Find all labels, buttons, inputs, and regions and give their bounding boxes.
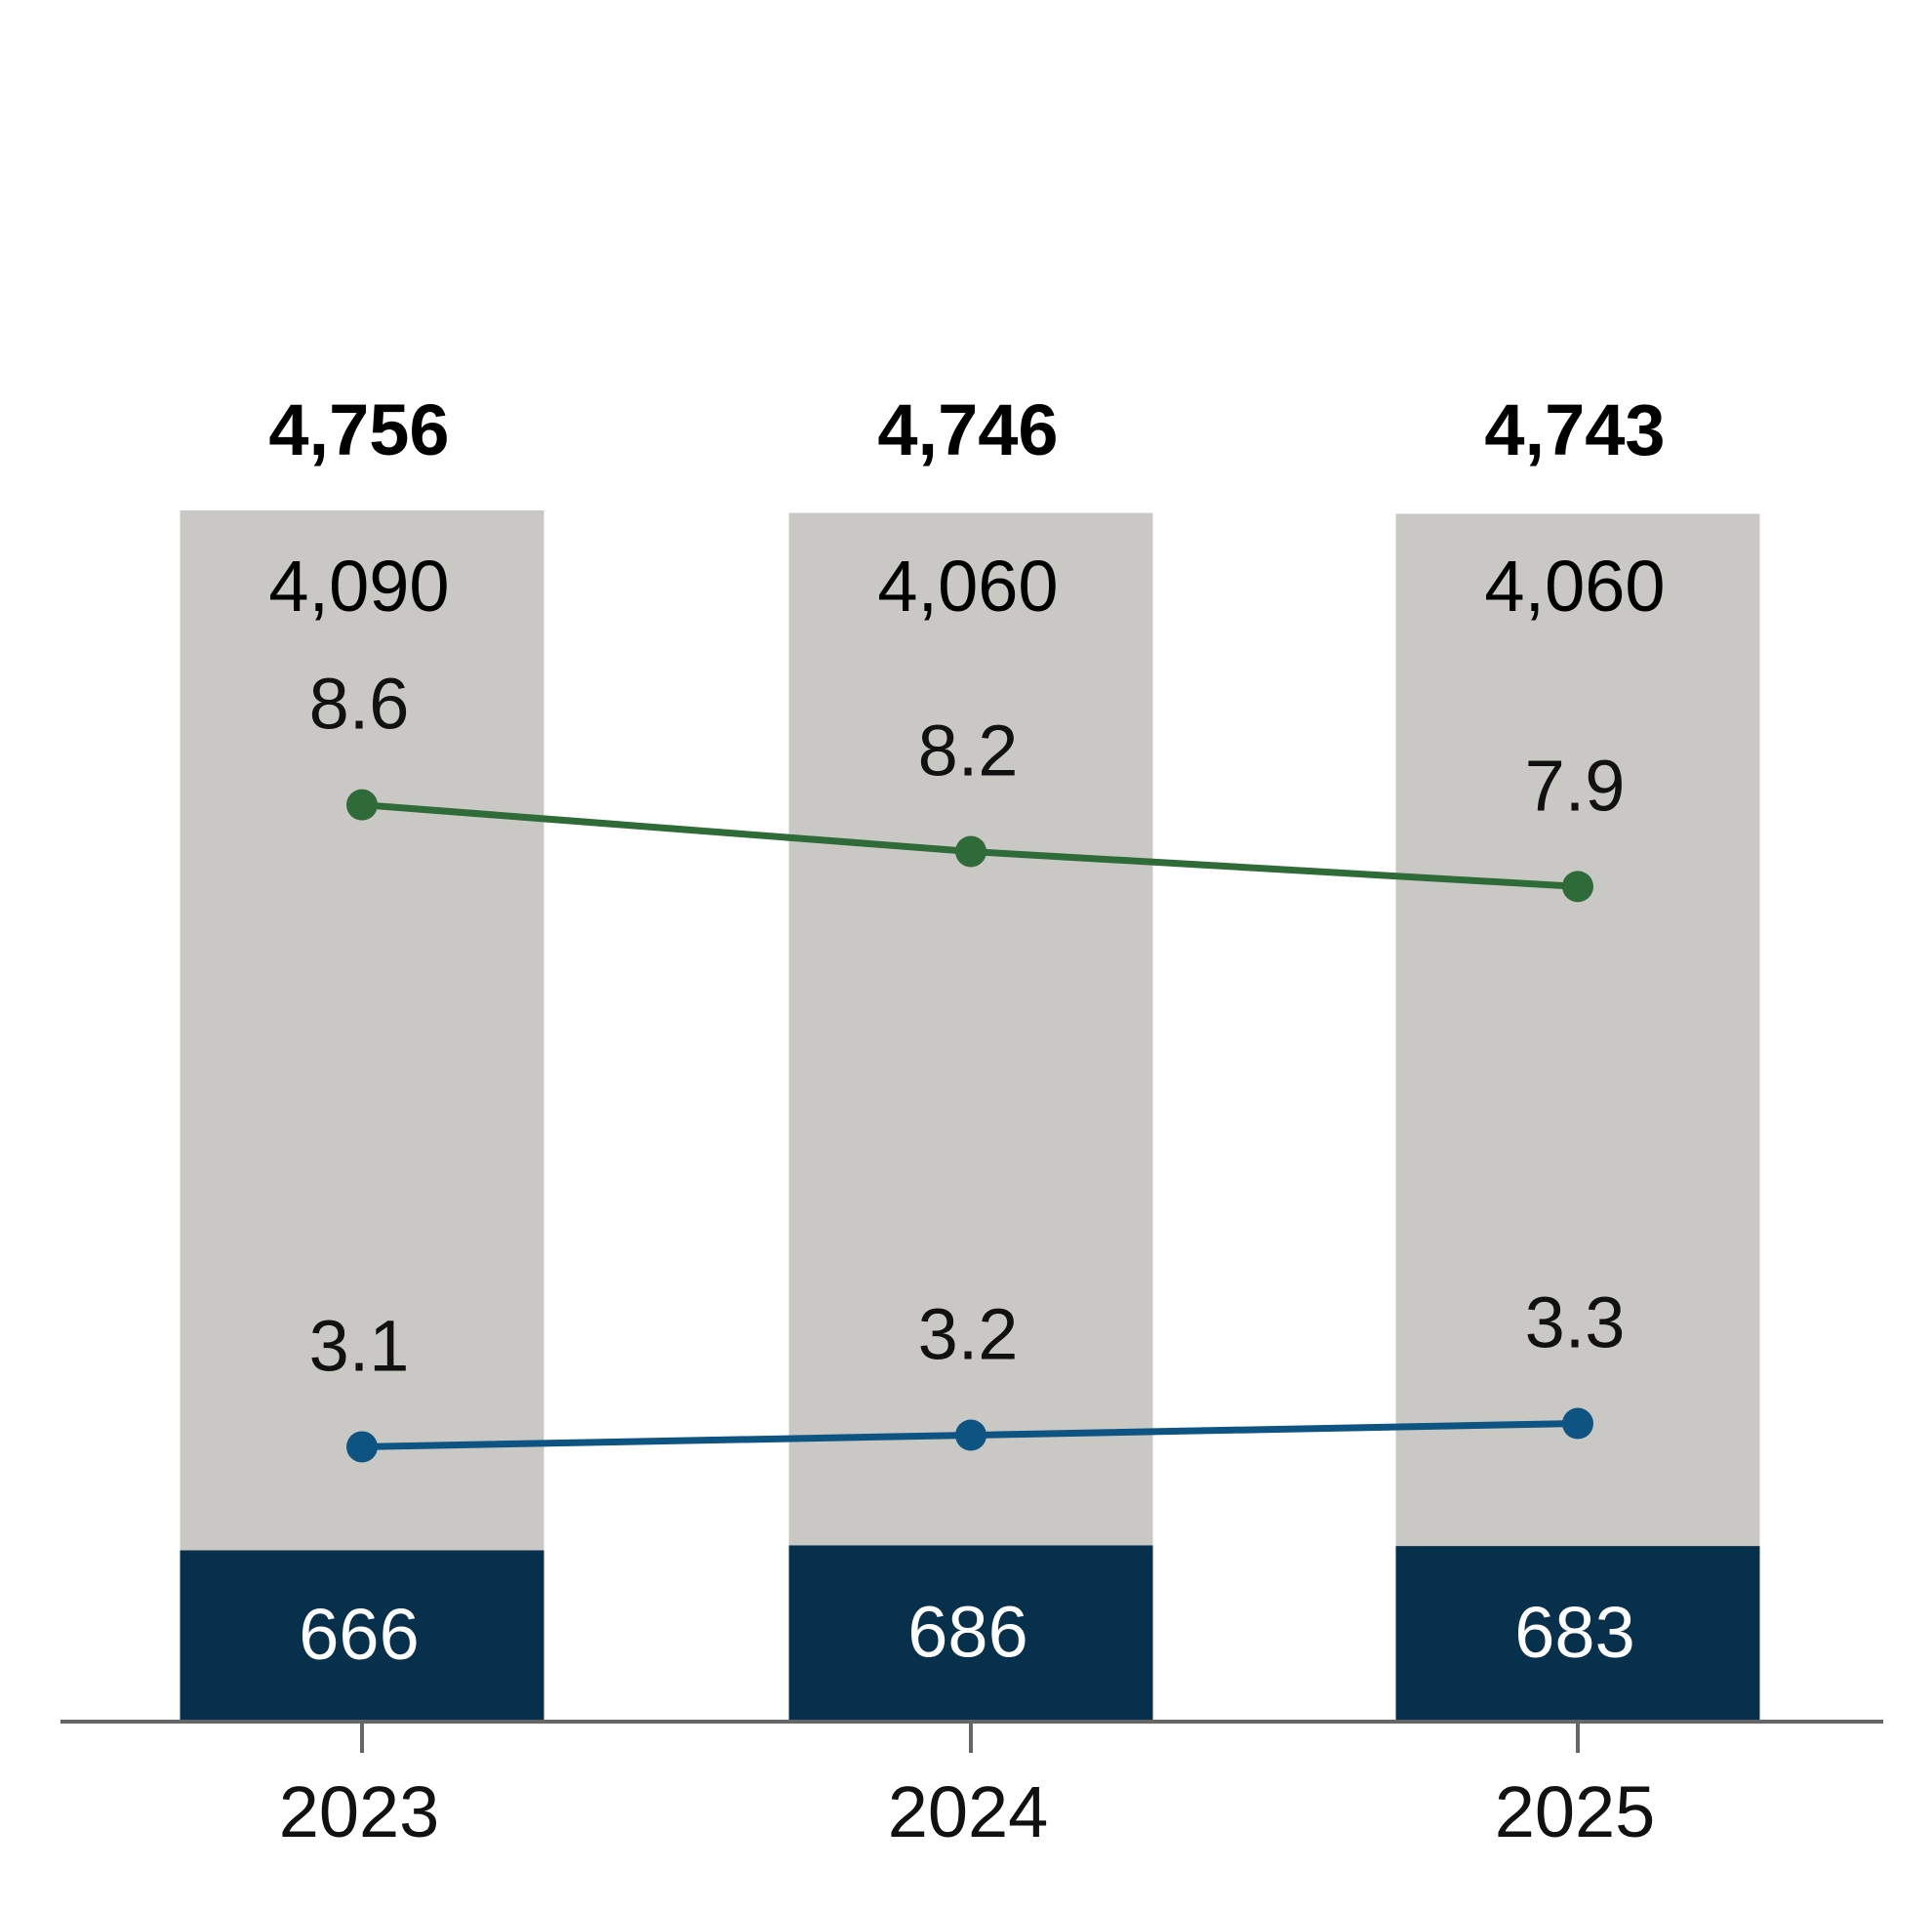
line-point-2-2025 [1562, 1407, 1593, 1440]
line-label-1-2024: 8.2 [918, 710, 1019, 791]
labels-group: 8.6 8.2 7.9 3.1 3.2 3.3 666 4,090 4,756 686 4,060 4… [268, 389, 1665, 1675]
bar-bottom-2024 [788, 1545, 1153, 1720]
line-label-2-2023: 3.1 [309, 1305, 410, 1386]
x-tick-label-2025: 2025 [1495, 1771, 1656, 1852]
bar-top-label-2025: 4,060 [1484, 546, 1665, 627]
bar-bottom-2023 [180, 1550, 544, 1720]
line-point-1-2024 [955, 835, 986, 868]
line-label-2-2024: 3.2 [918, 1293, 1019, 1374]
bar-top-2023 [180, 510, 544, 1551]
line-point-2-2024 [955, 1419, 986, 1451]
bars-group [180, 510, 1760, 1720]
lines-group [346, 789, 1593, 1463]
total-label-2024: 4,746 [877, 389, 1058, 470]
line-point-1-2025 [1562, 871, 1593, 903]
bar-bottom-2025 [1395, 1546, 1760, 1720]
line-point-1-2023 [346, 789, 378, 821]
total-label-2025: 4,743 [1484, 389, 1665, 470]
x-tick-label-2024: 2024 [888, 1771, 1049, 1852]
x-axis: 2023 2024 2025 [60, 1720, 1883, 1852]
bar-top-label-2024: 4,060 [877, 546, 1058, 627]
total-label-2023: 4,756 [268, 389, 449, 470]
bar-bottom-label-2024: 686 [907, 1592, 1027, 1673]
line-point-2-2023 [346, 1431, 378, 1463]
line-label-1-2025: 7.9 [1525, 745, 1626, 826]
line-label-2-2025: 3.3 [1525, 1282, 1626, 1363]
bar-bottom-label-2023: 666 [299, 1594, 419, 1675]
bar-top-label-2023: 4,090 [268, 546, 449, 627]
bar-top-2025 [1395, 513, 1760, 1547]
x-tick-label-2023: 2023 [279, 1771, 440, 1852]
bar-bottom-label-2025: 683 [1514, 1592, 1634, 1673]
line-label-1-2023: 8.6 [309, 664, 410, 745]
bar-top-2024 [788, 512, 1153, 1546]
